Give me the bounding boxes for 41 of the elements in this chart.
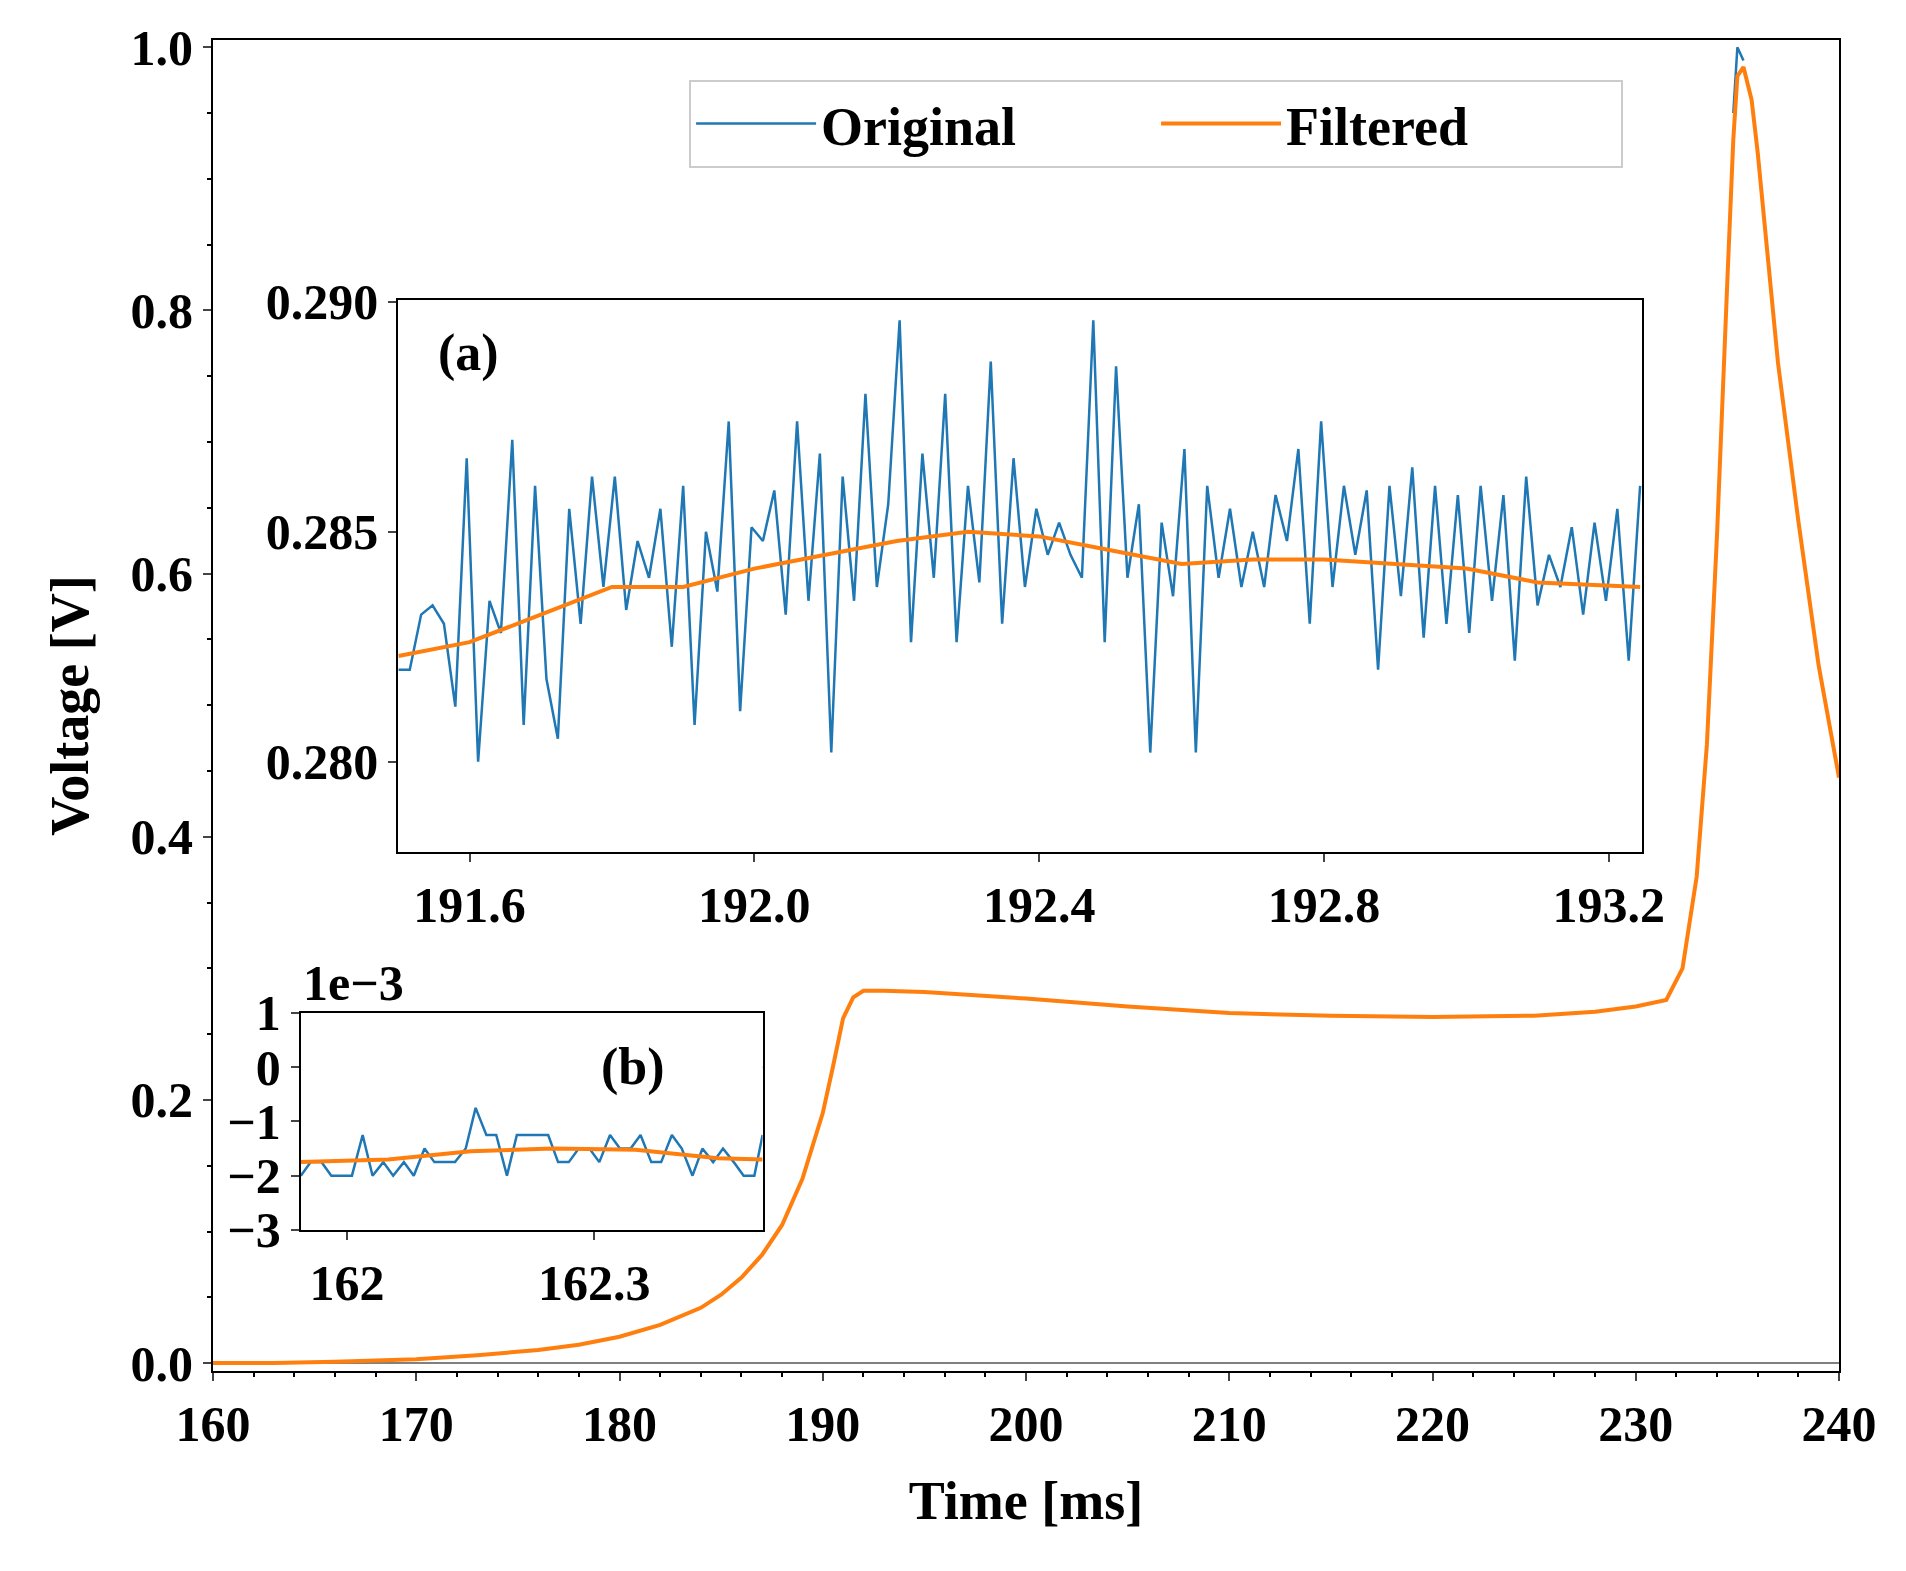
line-series: [300, 1146, 763, 1165]
annotation: (a): [438, 324, 499, 382]
y-tick-label: 0.290: [265, 274, 379, 331]
x-tick-label: 192.4: [982, 876, 1096, 933]
x-tick-label: 170: [378, 1396, 454, 1452]
line-series: [213, 64, 1839, 1366]
annotation: (b): [601, 1038, 665, 1096]
y-tick-label: 0.280: [265, 734, 379, 791]
x-tick-label: 200: [988, 1396, 1064, 1452]
x-tick-label: 210: [1191, 1396, 1267, 1452]
y-tick-label: −1: [227, 1093, 281, 1150]
x-tick-label: 192.0: [698, 876, 811, 933]
legend-label: Original: [821, 96, 1017, 157]
line-series: [398, 319, 1642, 764]
y-tick-label: −3: [227, 1202, 281, 1259]
x-tick-label: 240: [1801, 1396, 1877, 1452]
x-tick-label: 192.8: [1267, 876, 1381, 933]
legend-label: Filtered: [1286, 96, 1469, 157]
y-tick-label: 0.285: [265, 504, 379, 561]
y-tick-label: 0.0: [130, 1335, 193, 1392]
y-tick-label: 0.4: [130, 809, 193, 866]
x-tick-label: 230: [1598, 1396, 1674, 1452]
y-tick-label: −2: [227, 1148, 281, 1205]
y-tick-label: 1.0: [130, 19, 193, 76]
x-axis-title: Time [ms]: [908, 1470, 1144, 1531]
y-tick-label: 0.8: [130, 282, 193, 339]
x-tick-label: 160: [175, 1396, 251, 1452]
annotation: 1e−3: [303, 955, 404, 1011]
y-tick-label: 1: [255, 985, 281, 1042]
x-tick-label: 162.3: [538, 1254, 651, 1311]
x-tick-label: 191.6: [413, 876, 526, 933]
x-tick-label: 162: [309, 1254, 385, 1311]
y-tick-label: 0.6: [130, 546, 193, 603]
x-tick-label: 193.2: [1552, 876, 1666, 933]
x-tick-label: 180: [582, 1396, 657, 1452]
y-tick-label: 0: [255, 1039, 281, 1096]
line-series: [398, 529, 1643, 658]
y-tick-label: 0.2: [130, 1072, 193, 1129]
x-tick-label: 190: [785, 1396, 861, 1452]
x-tick-label: 220: [1395, 1396, 1470, 1452]
y-axis-title: Voltage [V]: [39, 575, 100, 836]
